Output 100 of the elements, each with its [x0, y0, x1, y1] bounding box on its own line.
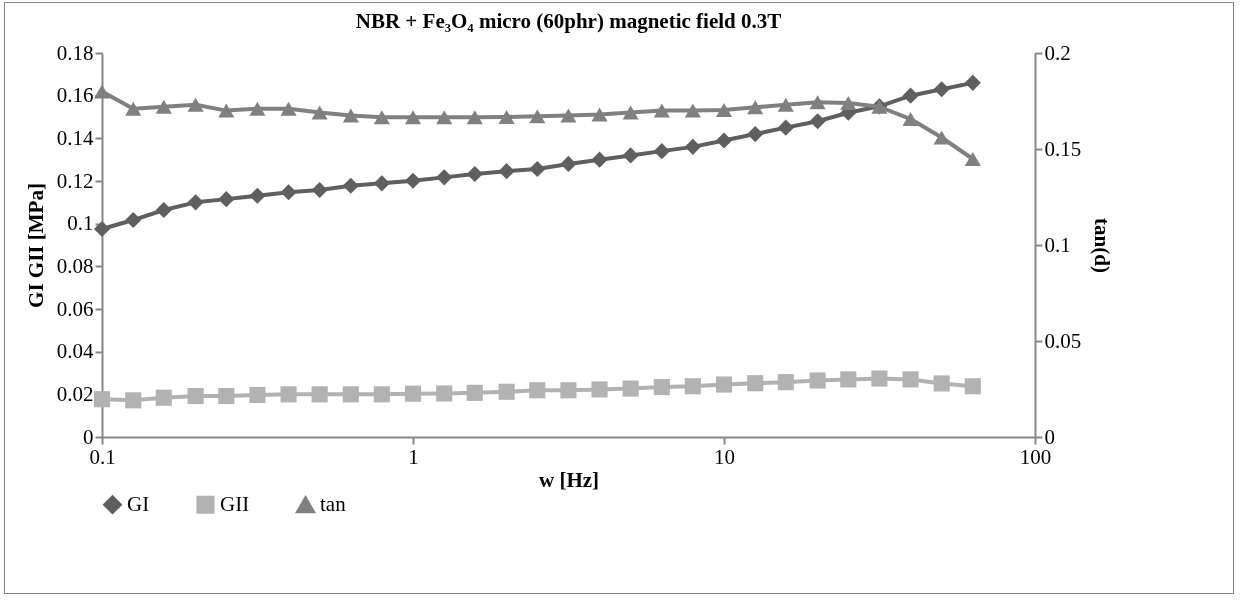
point — [280, 184, 297, 201]
point — [404, 110, 422, 125]
point — [777, 119, 794, 136]
point — [125, 211, 142, 229]
point — [498, 163, 515, 180]
point — [249, 101, 266, 116]
point — [840, 371, 857, 388]
point — [591, 151, 608, 168]
y2-tick-label: 0.15 — [1044, 136, 1082, 161]
point — [187, 194, 204, 211]
point — [684, 138, 701, 155]
y-tick-label: 0.02 — [56, 381, 94, 406]
point — [466, 165, 483, 183]
point — [591, 381, 608, 398]
point — [777, 374, 794, 391]
point — [125, 392, 142, 409]
point — [653, 103, 670, 118]
point — [93, 84, 111, 99]
x-axis-title: w [Hz] — [538, 467, 600, 492]
point — [871, 370, 888, 387]
point — [964, 74, 981, 91]
point — [529, 382, 546, 399]
point — [964, 378, 981, 395]
y-tick-label: 0.16 — [56, 83, 94, 108]
point — [93, 220, 111, 238]
point — [311, 181, 328, 199]
point — [653, 379, 670, 396]
point — [311, 386, 328, 403]
point — [280, 101, 297, 116]
point — [747, 100, 764, 115]
point — [311, 105, 328, 120]
y-axis-title: GI GII [MPa] — [23, 183, 48, 308]
point — [933, 81, 950, 98]
y2-tick-label: 0.2 — [1044, 40, 1071, 65]
point — [373, 110, 390, 125]
point — [436, 385, 453, 402]
point — [715, 103, 733, 118]
point — [187, 387, 204, 405]
point — [747, 375, 764, 392]
point — [933, 375, 950, 392]
point — [187, 97, 204, 112]
point — [93, 391, 111, 408]
point — [840, 95, 857, 110]
point — [249, 386, 266, 404]
chart-title: NBR + Fe₃O₄ micro (60phr) magnetic field 0.3T — [355, 9, 782, 33]
point — [218, 191, 235, 208]
point — [591, 107, 608, 122]
point — [715, 132, 733, 149]
y-tick-label: 0.18 — [56, 40, 94, 65]
point — [218, 103, 235, 118]
point — [964, 152, 981, 166]
y-tick-label: 0.1 — [67, 211, 94, 236]
point — [155, 389, 172, 406]
y2-axis-title: tan(d) — [1090, 218, 1115, 273]
legend-label: tan — [320, 492, 347, 517]
y2-tick-label: 0.05 — [1044, 328, 1082, 353]
point — [809, 113, 826, 130]
point — [902, 87, 919, 104]
point — [498, 109, 515, 124]
point — [560, 155, 577, 172]
point — [249, 187, 266, 204]
point — [933, 130, 950, 145]
y-tick-label: 0.12 — [56, 168, 94, 193]
x-tick-label: 10 — [714, 444, 735, 469]
point — [529, 109, 546, 124]
point — [622, 105, 639, 120]
point — [560, 382, 577, 399]
point — [498, 383, 515, 400]
point — [622, 147, 639, 164]
point — [155, 201, 172, 219]
point — [466, 384, 483, 401]
point — [466, 110, 483, 125]
point — [560, 108, 577, 123]
x-tick-label: 1 — [408, 444, 419, 469]
point — [125, 101, 142, 116]
point — [747, 126, 764, 143]
point — [342, 177, 359, 194]
point — [529, 160, 546, 178]
point — [436, 110, 453, 125]
point — [684, 378, 701, 395]
point — [342, 108, 359, 123]
legend-label: GI — [127, 491, 150, 516]
point — [404, 385, 422, 402]
y-tick-label: 0.06 — [56, 296, 94, 321]
point — [653, 143, 670, 160]
point — [155, 99, 172, 114]
point — [373, 175, 390, 192]
point — [684, 103, 701, 118]
point — [809, 95, 826, 110]
point — [902, 371, 919, 388]
point — [280, 386, 297, 403]
point — [809, 372, 826, 389]
point — [218, 387, 235, 405]
point — [373, 386, 390, 403]
y2-tick-label: 0.1 — [1044, 232, 1071, 257]
y-tick-label: 0.04 — [56, 339, 94, 364]
point — [436, 169, 453, 186]
point — [902, 112, 919, 127]
y-tick-label: 0.08 — [56, 253, 94, 278]
y-tick-label: 0.14 — [56, 125, 94, 150]
